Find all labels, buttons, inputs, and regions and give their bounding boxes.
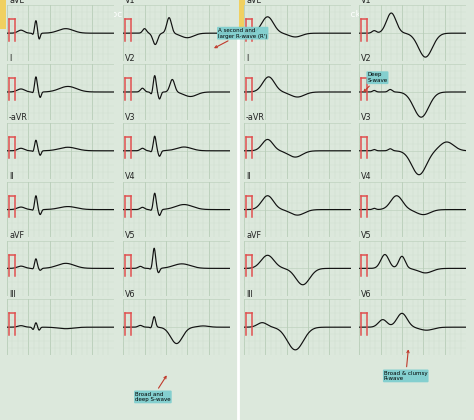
Bar xyxy=(239,0,245,29)
Text: Broad and
deep S-wave: Broad and deep S-wave xyxy=(135,376,171,402)
Text: V4: V4 xyxy=(361,172,372,181)
Text: -aVR: -aVR xyxy=(9,113,28,122)
Text: aVF: aVF xyxy=(9,231,24,240)
Text: aVL: aVL xyxy=(246,0,261,5)
Text: V6: V6 xyxy=(361,290,372,299)
Text: V4: V4 xyxy=(125,172,136,181)
Text: Broad & clumsy
R-wave: Broad & clumsy R-wave xyxy=(384,351,428,381)
Text: aVF: aVF xyxy=(246,231,261,240)
Text: III: III xyxy=(9,290,16,299)
Text: A second and
larger R-wave (R'): A second and larger R-wave (R') xyxy=(215,28,267,48)
Text: II: II xyxy=(9,172,13,181)
Text: aVL: aVL xyxy=(9,0,24,5)
Text: V5: V5 xyxy=(361,231,372,240)
Text: V2: V2 xyxy=(361,55,372,63)
Text: I: I xyxy=(246,55,248,63)
Text: V6: V6 xyxy=(125,290,136,299)
Text: II: II xyxy=(246,172,250,181)
Text: Left bundle branch block: Left bundle branch block xyxy=(247,10,360,19)
Text: V1: V1 xyxy=(361,0,372,5)
Text: V5: V5 xyxy=(125,231,136,240)
Text: V2: V2 xyxy=(125,55,136,63)
Text: III: III xyxy=(246,290,253,299)
Text: -aVR: -aVR xyxy=(246,113,265,122)
Text: V3: V3 xyxy=(361,113,372,122)
Text: V1: V1 xyxy=(125,0,136,5)
Text: Right bundle branch block: Right bundle branch block xyxy=(8,10,128,19)
Text: I: I xyxy=(9,55,11,63)
Text: V3: V3 xyxy=(125,113,136,122)
Bar xyxy=(0,0,6,29)
Text: Deep
S-wave: Deep S-wave xyxy=(364,72,387,92)
